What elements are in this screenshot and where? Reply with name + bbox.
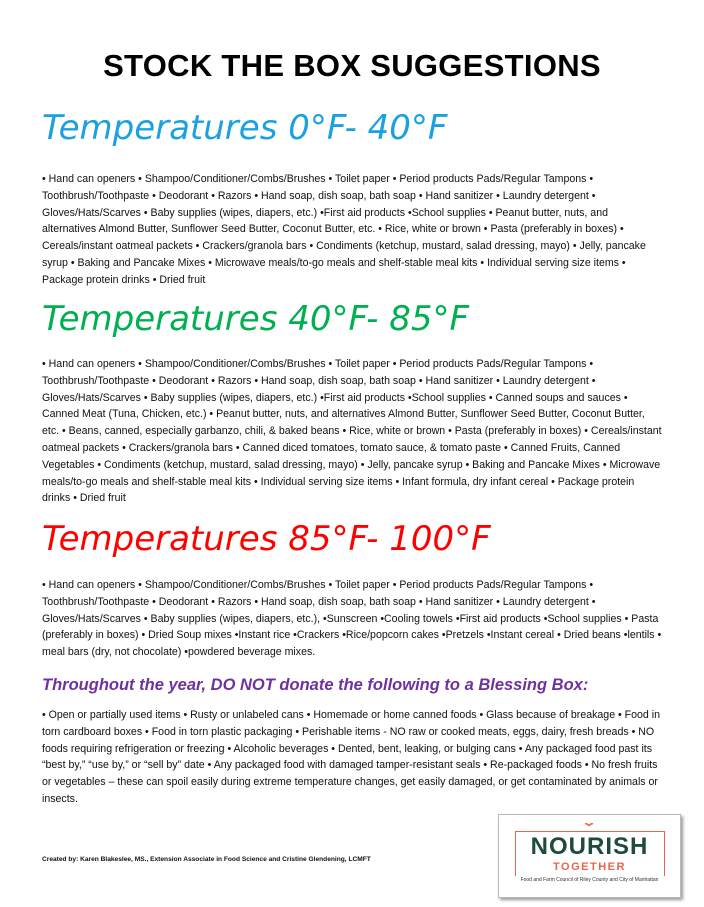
donot-heading: Throughout the year, DO NOT donate the f… xyxy=(42,676,589,694)
logo-frame xyxy=(515,831,665,876)
logo-sub-text: TOGETHER xyxy=(553,861,626,873)
heading-mild: Temperatures 40°F- 85°F xyxy=(42,299,470,339)
heading-hot: Temperatures 85°F- 100°F xyxy=(42,519,491,559)
donot-items: • Open or partially used items • Rusty o… xyxy=(42,709,661,805)
heading-cold: Temperatures 0°F- 40°F xyxy=(42,108,448,148)
apple-icon xyxy=(584,823,594,827)
page-title: STOCK THE BOX SUGGESTIONS xyxy=(103,48,601,83)
items-cold: • Hand can openers • Shampoo/Conditioner… xyxy=(42,173,646,286)
logo-main-text: NOURISH xyxy=(530,833,649,860)
items-mild: • Hand can openers • Shampoo/Conditioner… xyxy=(42,358,662,505)
items-hot: • Hand can openers • Shampoo/Conditioner… xyxy=(42,579,662,659)
logo-tagline: Food and Farm Council of Riley County an… xyxy=(520,877,659,883)
credits: Created by: Karen Blakeslee, MS., Extens… xyxy=(42,856,371,863)
nourish-together-logo: NOURISH TOGETHER Food and Farm Council o… xyxy=(498,814,681,898)
